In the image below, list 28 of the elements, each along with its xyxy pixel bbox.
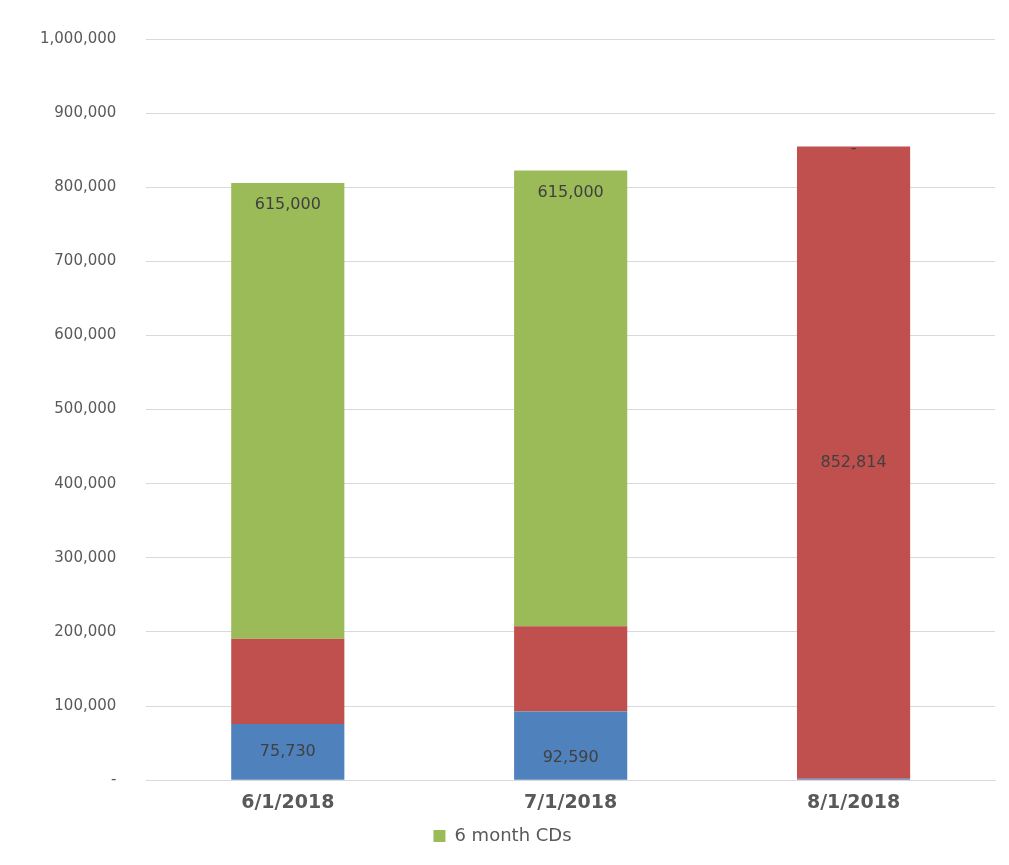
y-tick-label: 500,000 [54,399,117,418]
y-tick-label: 100,000 [54,695,117,714]
y-tick-label: 800,000 [54,177,117,196]
data-label: 852,814 [820,451,887,471]
y-tick-label: - [110,770,117,789]
bar [514,711,628,780]
y-tick-label: 300,000 [54,547,117,566]
x-tick-label: 8/1/2018 [806,789,901,812]
bar [514,170,628,627]
data-label: - [850,137,857,157]
x-tick-label: 7/1/2018 [524,789,618,812]
legend-label: 6 month CDs [454,823,572,845]
data-label: 75,730 [259,741,316,761]
bar [231,182,345,639]
y-tick-label: 200,000 [54,621,117,640]
y-tick-label: 900,000 [54,103,117,122]
data-label: 92,590 [542,746,599,766]
data-label: 615,000 [537,181,604,201]
bar [231,638,345,725]
bar [514,626,628,712]
y-tick-label: 600,000 [54,325,117,344]
bar [796,146,911,779]
y-tick-label: 400,000 [54,473,117,492]
bar [231,724,345,780]
data-label: 615,000 [254,194,321,214]
y-tick-label: 700,000 [54,251,117,270]
y-tick-label: 1,000,000 [40,28,117,47]
x-tick-label: 6/1/2018 [241,789,335,812]
